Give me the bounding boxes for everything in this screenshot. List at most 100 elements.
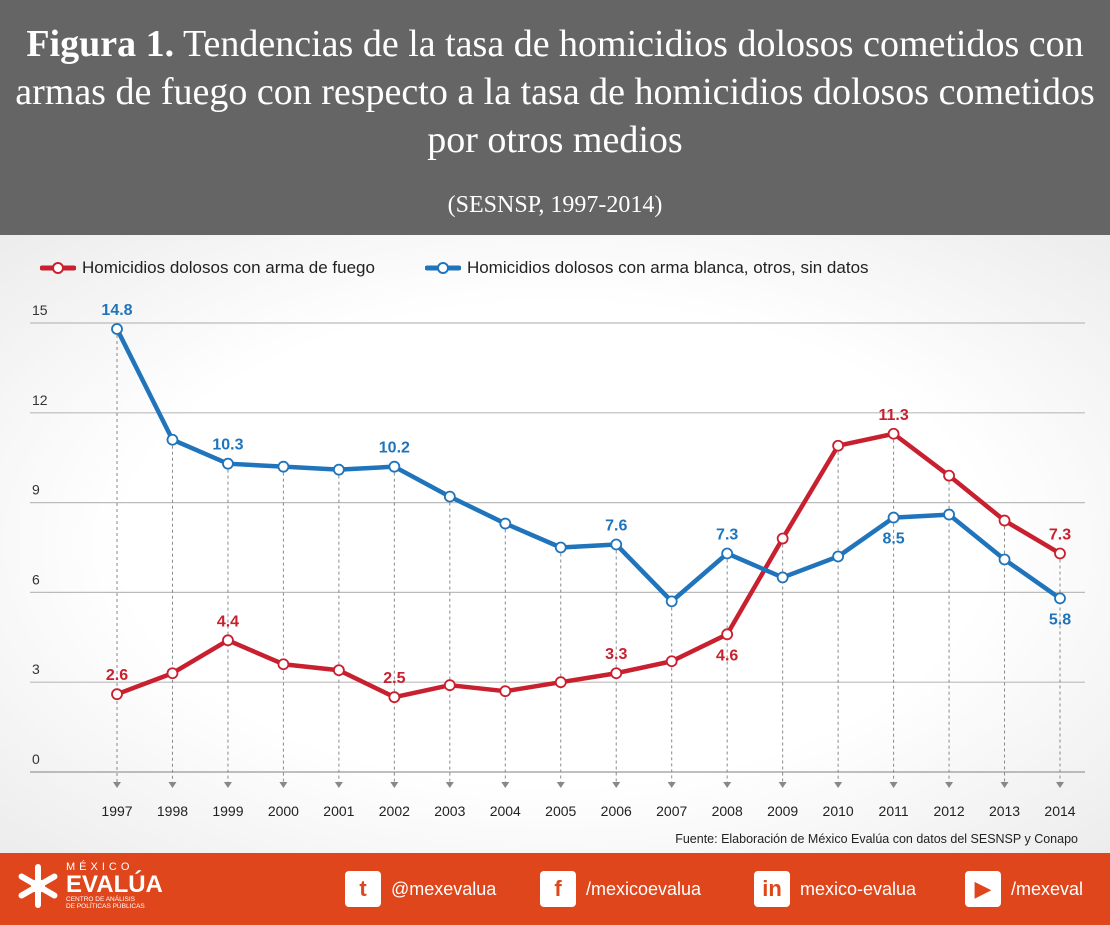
data-point	[665, 595, 678, 608]
data-point	[943, 508, 955, 521]
youtube-handle: /mexeval	[1011, 878, 1084, 899]
tick-arrow	[723, 782, 732, 788]
logo-top: MÉXICO	[66, 861, 134, 873]
data-label: 14.8	[101, 302, 132, 319]
x-tick-label: 2008	[712, 803, 743, 819]
data-point	[332, 463, 345, 476]
facebook-handle: /mexicoevalua	[586, 878, 702, 899]
data-point	[111, 688, 123, 701]
twitter-handle: @mexevalua	[391, 878, 497, 899]
tick-arrow	[1056, 782, 1064, 788]
source-note: Fuente: Elaboración de México Evalúa con…	[675, 832, 1078, 846]
data-point	[388, 691, 401, 704]
data-point	[443, 490, 456, 503]
data-label: 3.3	[605, 646, 627, 663]
data-label: 8.5	[882, 531, 904, 548]
series-line	[116, 431, 1062, 700]
legend: Homicidios dolosos con arma de fuego Hom…	[40, 258, 1090, 278]
legend-swatch-red	[40, 262, 76, 274]
tick-arrow	[501, 782, 510, 788]
data-point	[943, 469, 955, 482]
legend-label: Homicidios dolosos con arma de fuego	[82, 258, 375, 277]
data-point	[554, 676, 567, 689]
tick-arrow	[556, 782, 565, 788]
data-point	[222, 634, 234, 647]
legend-item-firearm: Homicidios dolosos con arma de fuego	[40, 258, 375, 278]
tick-arrow	[834, 782, 843, 788]
y-tick-label: 9	[32, 482, 40, 498]
logo-main: EVALÚA	[66, 871, 163, 898]
tick-arrow	[168, 782, 177, 788]
data-point	[887, 511, 900, 524]
data-point	[610, 667, 623, 680]
x-tick-label: 1997	[101, 803, 132, 819]
twitter-link[interactable]: t @mexevalua	[345, 871, 496, 907]
tick-arrow	[223, 782, 232, 788]
data-point	[277, 658, 290, 671]
x-tick-label: 2006	[601, 803, 632, 819]
y-tick-label: 15	[32, 302, 48, 318]
x-tick-label: 2002	[379, 803, 410, 819]
tick-arrow	[889, 782, 898, 788]
youtube-link[interactable]: ▶ /mexeval	[965, 871, 1083, 907]
x-tick-label: 2003	[434, 803, 465, 819]
data-label: 7.3	[1049, 526, 1071, 543]
data-label: 7.3	[716, 526, 738, 543]
y-tick-label: 3	[32, 661, 40, 677]
data-point	[998, 553, 1011, 566]
data-point	[776, 571, 789, 584]
data-label: 5.8	[1049, 611, 1071, 628]
data-point	[277, 460, 290, 473]
data-point	[887, 427, 900, 440]
legend-swatch-blue	[424, 262, 461, 274]
x-tick-label: 2013	[989, 803, 1020, 819]
footer: MÉXICO EVALÚA CENTRO DE ANÁLISIS DE POLÍ…	[0, 853, 1110, 925]
data-point	[554, 541, 567, 554]
series-line	[114, 327, 1062, 604]
data-point	[832, 439, 845, 452]
youtube-icon: ▶	[965, 871, 1001, 907]
x-tick-label: 2001	[323, 803, 354, 819]
data-point	[998, 514, 1011, 527]
x-tick-label: 2005	[545, 803, 576, 819]
data-point	[665, 655, 678, 668]
data-label: 7.6	[605, 518, 627, 535]
chart-title: Figura 1. Tendencias de la tasa de homic…	[14, 20, 1096, 164]
data-label: 4.6	[716, 647, 738, 664]
data-label: 2.5	[383, 670, 405, 687]
tick-arrow	[445, 782, 454, 788]
logo-sub: DE POLÍTICAS PÚBLICAS	[66, 902, 145, 910]
data-point	[111, 323, 123, 335]
y-tick-label: 6	[32, 571, 40, 587]
title-bold: Figura 1.	[26, 23, 175, 65]
tick-arrow	[778, 782, 787, 788]
x-tick-label: 1999	[212, 803, 243, 819]
data-point	[1054, 592, 1066, 605]
data-label: 10.2	[379, 440, 410, 457]
series-0: 2.6 4.4 2.5 3.3 4.6 11.3 7.3	[106, 407, 1071, 704]
data-point	[721, 547, 734, 560]
header: Figura 1. Tendencias de la tasa de homic…	[0, 0, 1110, 235]
linkedin-link[interactable]: in mexico-evalua	[754, 871, 916, 907]
data-point	[332, 664, 345, 677]
data-point	[721, 628, 734, 641]
x-tick-label: 2011	[879, 803, 909, 819]
y-tick-label: 0	[32, 751, 40, 767]
x-tick-label: 1998	[157, 803, 188, 819]
facebook-link[interactable]: f/mexicoevalua	[540, 871, 701, 907]
tick-arrow	[1000, 782, 1009, 788]
twitter-icon: t	[345, 871, 381, 907]
legend-item-other: Homicidios dolosos con arma blanca, otro…	[424, 258, 869, 278]
data-point	[1054, 547, 1066, 560]
tick-arrow	[279, 782, 288, 788]
data-point	[222, 457, 234, 470]
linkedin-handle: mexico-evalua	[800, 878, 917, 899]
tick-arrow	[667, 782, 676, 788]
mexico-evalua-logo: MÉXICO EVALÚA CENTRO DE ANÁLISIS DE POLÍ…	[16, 861, 163, 911]
tick-arrow	[334, 782, 343, 788]
data-label: 11.3	[878, 407, 908, 424]
linkedin-icon: in	[754, 871, 790, 907]
series-1: 14.8 10.3 10.2 7.6 7.3 8.5 5.8	[101, 302, 1071, 628]
data-point	[776, 532, 789, 545]
